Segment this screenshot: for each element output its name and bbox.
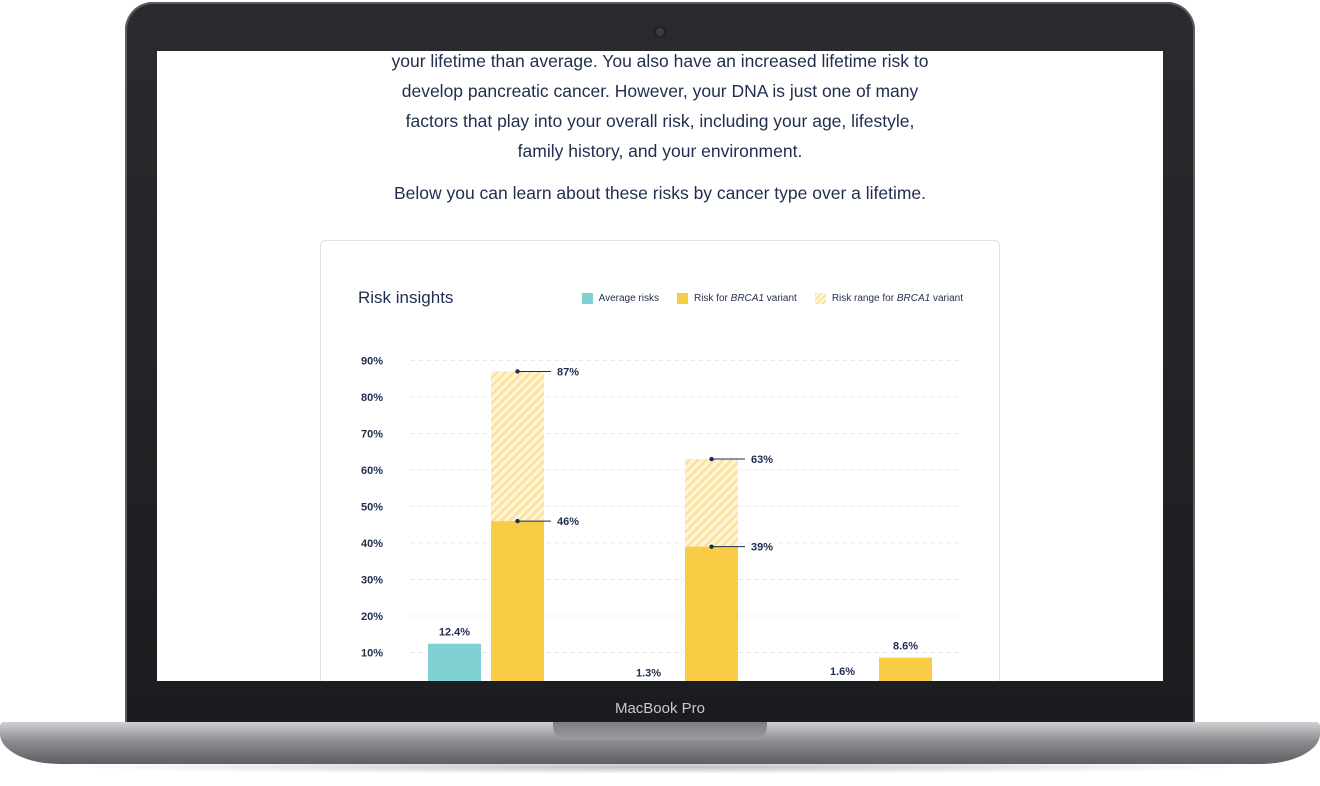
callout-dot-range — [709, 456, 714, 462]
y-tick-label: 30% — [361, 575, 383, 587]
y-tick-label: 70% — [361, 429, 383, 441]
chart-legend: Average risks Risk for BRCA1 variant Ris… — [581, 293, 963, 304]
y-tick-label: 20% — [361, 611, 383, 623]
callout-dot-risk — [515, 518, 520, 524]
legend-risk-prefix: Risk for — [693, 293, 731, 304]
below-text: Below you can learn about these risks by… — [393, 183, 927, 203]
laptop-notch — [553, 722, 767, 740]
card-title: Risk insights — [358, 288, 454, 307]
legend-swatch-average — [581, 293, 593, 304]
legend-item-average: Average risks — [581, 293, 659, 304]
legend-range-prefix: Risk range for — [831, 293, 897, 304]
bar-risk — [491, 521, 544, 681]
legend-label-risk: Risk for BRCA1 variant — [694, 293, 797, 304]
intro-paragraph: your lifetime than average. You also hav… — [157, 51, 1163, 166]
legend-risk-gene: BRCA1 — [730, 293, 765, 304]
legend-swatch-risk — [676, 293, 688, 304]
y-tick-label: 10% — [361, 648, 383, 660]
legend-range-gene: BRCA1 — [896, 293, 931, 304]
data-label-average: 1.6% — [830, 666, 855, 678]
legend-label-average: Average risks — [598, 293, 659, 304]
intro-line: family history, and your environment. — [517, 141, 803, 161]
data-label-average: 1.3% — [636, 667, 661, 679]
data-label-range: 63% — [751, 454, 773, 466]
intro-line: your lifetime than average. You also hav… — [391, 51, 929, 71]
camera-icon — [656, 28, 664, 36]
bar-risk — [685, 546, 738, 681]
risk-bar-chart: 10% 20% 30% 40% 50% 60% 70% 80% 90% 12.4% 46% 87% 1.… — [361, 356, 963, 681]
y-tick-label: 80% — [361, 392, 383, 404]
legend-swatch-range — [814, 293, 826, 304]
risk-insights-card: Risk insights Average risks Risk for BRC… — [320, 240, 1000, 681]
bar-range — [685, 459, 738, 547]
callout-dot-risk — [709, 544, 714, 549]
bar-average — [428, 643, 481, 681]
bar-range — [491, 371, 544, 522]
y-tick-label: 60% — [361, 465, 383, 477]
legend-range-suffix: variant — [930, 293, 963, 304]
intro-line: develop pancreatic cancer. However, your… — [401, 81, 919, 101]
data-label-risk: 8.6% — [893, 641, 918, 653]
laptop-lid: your lifetime than average. You also hav… — [125, 2, 1195, 724]
legend-label-range: Risk range for BRCA1 variant — [832, 293, 963, 304]
callout-dot-range — [515, 369, 520, 374]
screen: your lifetime than average. You also hav… — [157, 51, 1163, 681]
legend-risk-suffix: variant — [764, 293, 797, 304]
bar-risk — [879, 657, 932, 681]
legend-item-risk: Risk for BRCA1 variant — [676, 293, 797, 304]
y-tick-label: 90% — [361, 356, 383, 368]
data-label-risk: 46% — [557, 516, 579, 528]
device-label: MacBook Pro — [614, 700, 706, 717]
y-tick-label: 40% — [361, 538, 383, 550]
data-label-average: 12.4% — [439, 627, 470, 639]
y-tick-label: 50% — [361, 502, 383, 514]
data-label-range: 87% — [557, 366, 579, 378]
intro-line: factors that play into your overall risk… — [405, 111, 915, 131]
data-label-risk: 39% — [751, 542, 773, 554]
legend-item-range: Risk range for BRCA1 variant — [814, 293, 963, 304]
